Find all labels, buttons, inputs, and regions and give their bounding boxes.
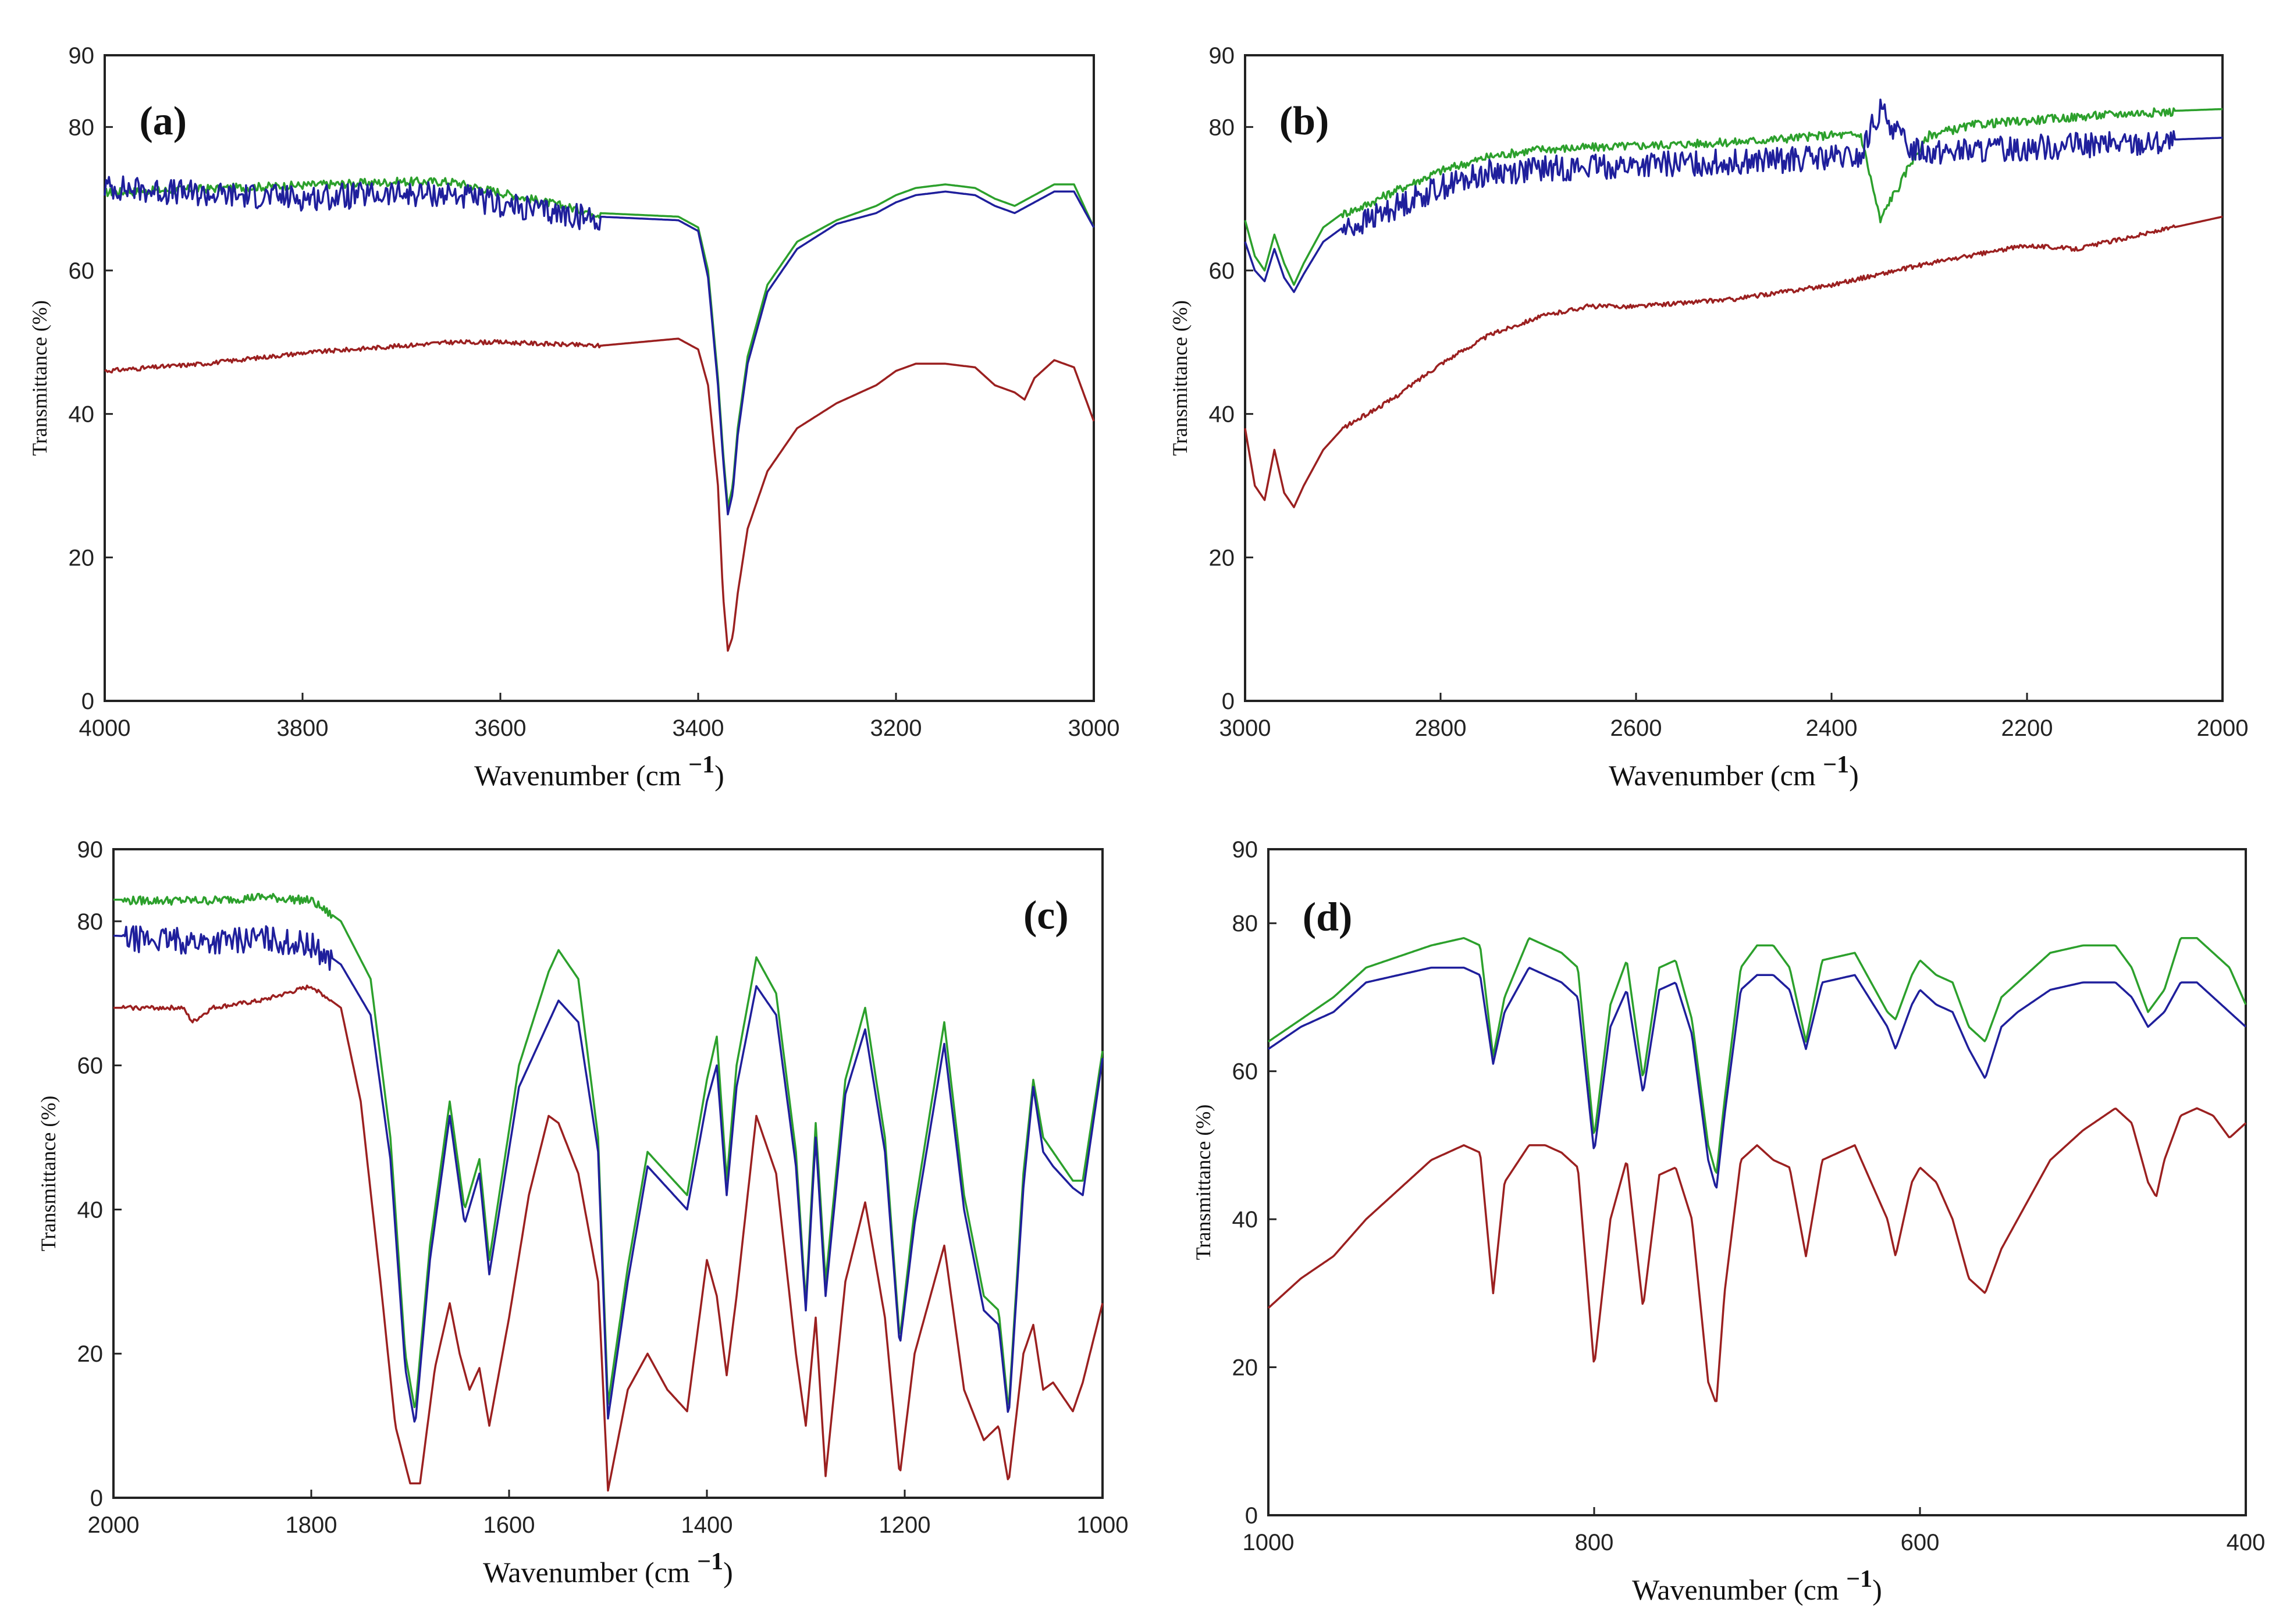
x-tick-label: 3200 — [870, 715, 922, 741]
series-line-green — [1267, 936, 2247, 1174]
y-tick-label: 20 — [77, 1341, 104, 1367]
y-tick-label: 80 — [77, 909, 104, 935]
y-tick-label: 40 — [77, 1197, 104, 1223]
y-tick-label: 0 — [81, 689, 94, 714]
x-tick-label: 2800 — [1415, 715, 1467, 741]
series-line-blue — [104, 175, 1095, 516]
series-line-red — [104, 337, 1095, 652]
y-tick-label: 90 — [69, 43, 95, 69]
series-line-blue — [1268, 966, 2247, 1189]
x-tick-label: 2200 — [2001, 715, 2053, 741]
series-line-red — [1244, 215, 2223, 508]
plot-frame — [1244, 54, 2224, 702]
panel-label: (d) — [1303, 895, 1353, 940]
x-tick-label: 1400 — [681, 1512, 733, 1538]
series-line-red — [1267, 1107, 2247, 1402]
y-tick-label: 80 — [1232, 911, 1258, 936]
y-tick-label: 40 — [1232, 1207, 1258, 1233]
series-line-blue — [1244, 98, 2223, 293]
series-line-blue — [113, 925, 1104, 1423]
y-tick-label: 90 — [1209, 43, 1235, 69]
x-tick-label: 1000 — [1077, 1512, 1129, 1538]
x-tick-label: 1000 — [1243, 1530, 1295, 1555]
x-tick-label: 3000 — [1068, 715, 1120, 741]
x-tick-label: 4000 — [79, 715, 131, 741]
y-tick-label: 40 — [69, 402, 95, 428]
y-tick-label: 20 — [1232, 1355, 1258, 1381]
y-tick-label: 80 — [1209, 115, 1235, 140]
y-tick-label: 90 — [77, 837, 104, 863]
x-axis-title: Wavenumber (cm −1) — [474, 752, 724, 792]
y-tick-label: 0 — [90, 1486, 103, 1511]
x-tick-label: 1600 — [483, 1512, 535, 1538]
x-tick-label: 1200 — [879, 1512, 931, 1538]
y-tick-label: 60 — [1232, 1059, 1258, 1085]
x-tick-label: 400 — [2227, 1530, 2266, 1555]
y-axis-title: Transmittance (%) — [1168, 300, 1192, 456]
x-tick-label: 3000 — [1219, 715, 1271, 741]
panel-label: (c) — [1023, 893, 1069, 938]
x-tick-label: 1800 — [286, 1512, 337, 1538]
x-tick-label: 600 — [1901, 1530, 1940, 1555]
y-axis-title: Transmittance (%) — [1192, 1105, 1215, 1260]
y-tick-label: 20 — [69, 545, 95, 571]
x-axis-title: Wavenumber (cm −1) — [483, 1548, 733, 1589]
x-tick-label: 2600 — [1610, 715, 1662, 741]
plot-frame — [104, 54, 1095, 702]
series-line-red — [113, 984, 1104, 1492]
x-tick-label: 2000 — [2197, 715, 2249, 741]
y-tick-label: 60 — [1209, 258, 1235, 284]
y-axis-title: Transmittance (%) — [37, 1096, 60, 1252]
spectrum-panel-b: 0 20 40 60 80 90 3000 2800 2600 2400 2200 2000 Waven… — [1168, 43, 2248, 792]
y-axis-title: Transmittance (%) — [28, 300, 51, 456]
x-tick-label: 3400 — [673, 715, 724, 741]
y-tick-label: 60 — [77, 1053, 104, 1079]
x-tick-label: 800 — [1575, 1530, 1614, 1555]
series-line-green — [1244, 107, 2223, 286]
plot-frame — [1267, 848, 2247, 1516]
series-line-green — [104, 176, 1095, 508]
panel-label: (a) — [140, 99, 187, 144]
plot-frame — [112, 848, 1104, 1499]
spectrum-panel-c: 0 20 40 60 80 90 2000 1800 1600 1400 1200 1000 Waven… — [37, 837, 1128, 1589]
y-tick-label: 20 — [1209, 545, 1235, 571]
y-tick-label: 0 — [1245, 1503, 1258, 1529]
y-tick-label: 40 — [1209, 402, 1235, 428]
x-tick-label: 2400 — [1806, 715, 1858, 741]
spectrum-panel-d: 0 20 40 60 80 90 1000 800 600 400 Wavenumber (cm −… — [1192, 837, 2265, 1606]
panel-label: (b) — [1279, 99, 1329, 144]
x-axis-title: Wavenumber (cm −1) — [1632, 1566, 1882, 1606]
x-tick-label: 3600 — [475, 715, 527, 741]
x-axis-title: Wavenumber (cm −1) — [1609, 752, 1859, 792]
y-tick-label: 80 — [69, 115, 95, 140]
x-tick-label: 3800 — [277, 715, 329, 741]
series-line-green — [113, 892, 1104, 1409]
y-tick-label: 0 — [1222, 689, 1235, 714]
y-tick-label: 90 — [1232, 837, 1258, 863]
y-tick-label: 60 — [69, 258, 95, 284]
x-tick-label: 2000 — [88, 1512, 140, 1538]
spectrum-panel-a: 0 20 40 60 80 90 4000 3800 3600 3400 3200 3000 Waven… — [28, 43, 1119, 792]
